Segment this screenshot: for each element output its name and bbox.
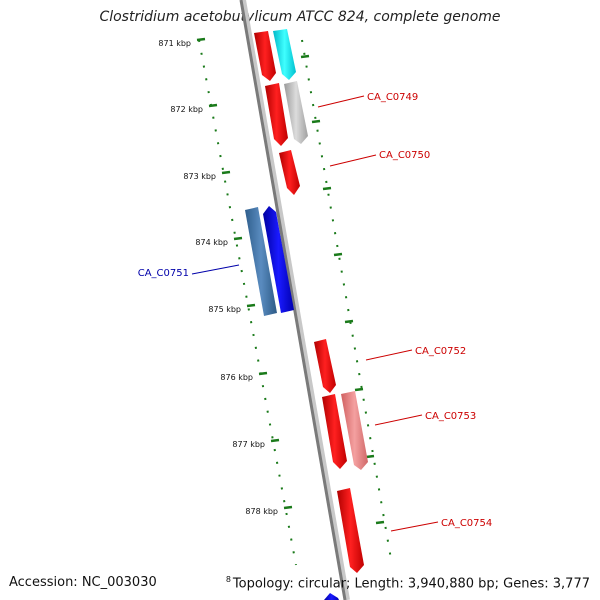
genome-info-value: Topology: circular; Length: 3,940,880 bp… xyxy=(232,576,590,592)
accession-text: Accession: NC_003030 xyxy=(9,575,157,590)
tick-mark xyxy=(300,54,310,59)
tick-mark xyxy=(196,37,206,42)
backbone xyxy=(239,0,347,600)
gene-callout-line xyxy=(374,414,423,426)
tick-label: 876 kbp xyxy=(220,373,253,382)
tick-mark xyxy=(233,236,243,241)
gene-label-group: CA_C0749 CA_C0750 CA_C0751 CA_C0752 CA_C0753… xyxy=(138,92,492,532)
backbone-shadow xyxy=(240,0,350,600)
tick-mark xyxy=(333,252,343,257)
tick-mark xyxy=(365,454,375,459)
stray-label: 8 xyxy=(225,575,231,584)
gene-label[interactable]: CA_C0752 xyxy=(415,346,466,357)
tick-mark xyxy=(208,103,218,108)
gene-callout-line xyxy=(329,154,377,167)
tick-mark xyxy=(270,438,280,443)
genome-info-text: 8 Topology: circular; Length: 3,940,880 b… xyxy=(226,575,590,591)
gene-callout-line xyxy=(390,521,439,532)
gene-arrow-forward[interactable] xyxy=(337,488,364,573)
tick-label: 875 kbp xyxy=(208,305,241,314)
gene-arrow-forward[interactable] xyxy=(279,150,300,195)
tick-mark xyxy=(221,170,231,175)
gene-label[interactable]: CA_C0751 xyxy=(138,268,189,279)
map-title: Clostridium acetobutylicum ATCC 824, com… xyxy=(99,9,501,25)
gene-arrow-forward[interactable] xyxy=(284,81,308,144)
gene-label[interactable]: CA_C0749 xyxy=(367,92,418,103)
tick-group: 871 kbp 872 kbp 873 kbp 874 kbp 875 kbp 876 k… xyxy=(158,37,385,525)
gene-label[interactable]: CA_C0753 xyxy=(425,411,476,422)
gene-callout-line xyxy=(317,95,365,108)
gene-arrow-forward[interactable] xyxy=(314,339,336,393)
tick-mark xyxy=(375,520,385,525)
tick-mark xyxy=(322,186,332,191)
tick-label: 871 kbp xyxy=(158,39,191,48)
gene-arrow-forward[interactable] xyxy=(322,394,347,469)
tick-label: 874 kbp xyxy=(195,238,228,247)
gene-arrow-reverse[interactable] xyxy=(245,207,277,316)
gene-arrow-forward[interactable] xyxy=(265,83,288,146)
tick-label: 873 kbp xyxy=(183,172,216,181)
gene-arrow-forward[interactable] xyxy=(273,29,296,80)
tick-mark xyxy=(311,119,321,124)
outer-track xyxy=(301,39,393,566)
gene-label[interactable]: CA_C0754 xyxy=(441,518,492,529)
gene-arrow-reverse[interactable] xyxy=(263,206,294,313)
tick-mark xyxy=(283,505,293,510)
tick-label: 872 kbp xyxy=(170,105,203,114)
tick-mark xyxy=(258,371,268,376)
gene-arrow-forward[interactable] xyxy=(341,391,368,470)
gene-arrow-forward[interactable] xyxy=(254,31,276,81)
tick-mark xyxy=(354,387,364,392)
tick-label: 877 kbp xyxy=(232,440,265,449)
tick-mark xyxy=(246,303,256,308)
tick-label: 878 kbp xyxy=(245,507,278,516)
gene-callout-line xyxy=(191,264,240,275)
tick-mark xyxy=(344,319,354,324)
gene-callout-line xyxy=(365,349,413,361)
gene-label[interactable]: CA_C0750 xyxy=(379,150,430,161)
gene-arrow-reverse[interactable] xyxy=(324,593,339,600)
